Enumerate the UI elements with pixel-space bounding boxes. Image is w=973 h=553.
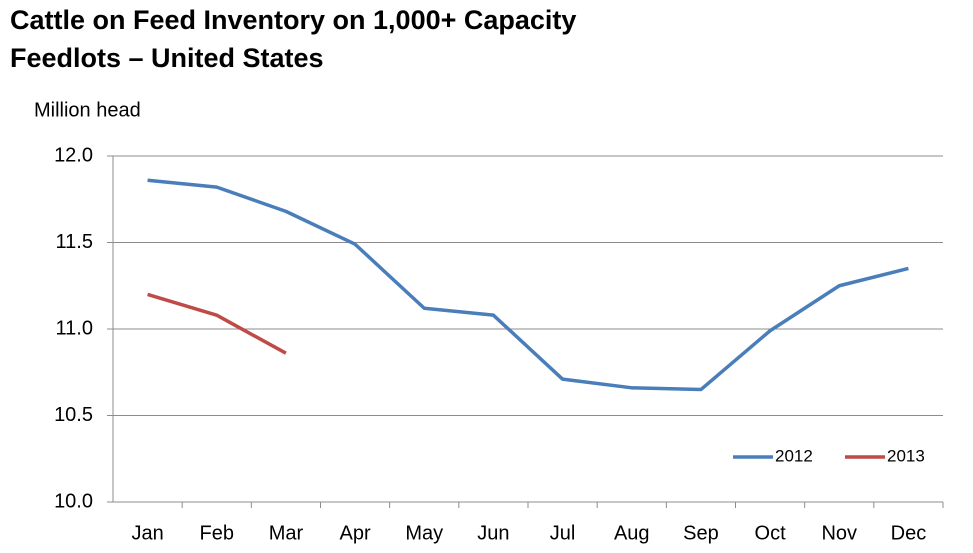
chart-title: Cattle on Feed Inventory on 1,000+ Capac… (10, 5, 576, 35)
y-tick-label: 10.5 (54, 404, 93, 426)
x-tick-label: Apr (340, 522, 371, 544)
x-tick-label: Sep (683, 522, 719, 544)
x-tick-label: Mar (269, 522, 304, 544)
x-tick-label: Jul (550, 522, 576, 544)
x-tick-label: Jan (131, 522, 163, 544)
chart-title: Feedlots – United States (10, 43, 324, 73)
series-line (147, 292, 287, 355)
legend-label: 2012 (775, 446, 813, 465)
y-tick-label: 10.0 (54, 490, 93, 512)
y-tick-label: 11.0 (56, 317, 93, 339)
x-tick-label: May (405, 522, 443, 544)
legend-label: 2013 (887, 446, 925, 465)
y-axis-label: Million head (34, 99, 141, 121)
y-tick-label: 11.5 (56, 231, 93, 253)
x-tick-label: Jun (477, 522, 509, 544)
y-tick-label: 12.0 (54, 144, 93, 166)
x-tick-label: Dec (891, 522, 927, 544)
x-tick-label: Oct (755, 522, 787, 544)
x-tick-label: Feb (200, 522, 234, 544)
x-tick-label: Aug (614, 522, 650, 544)
series-line (147, 178, 909, 392)
x-tick-label: Nov (821, 522, 857, 544)
